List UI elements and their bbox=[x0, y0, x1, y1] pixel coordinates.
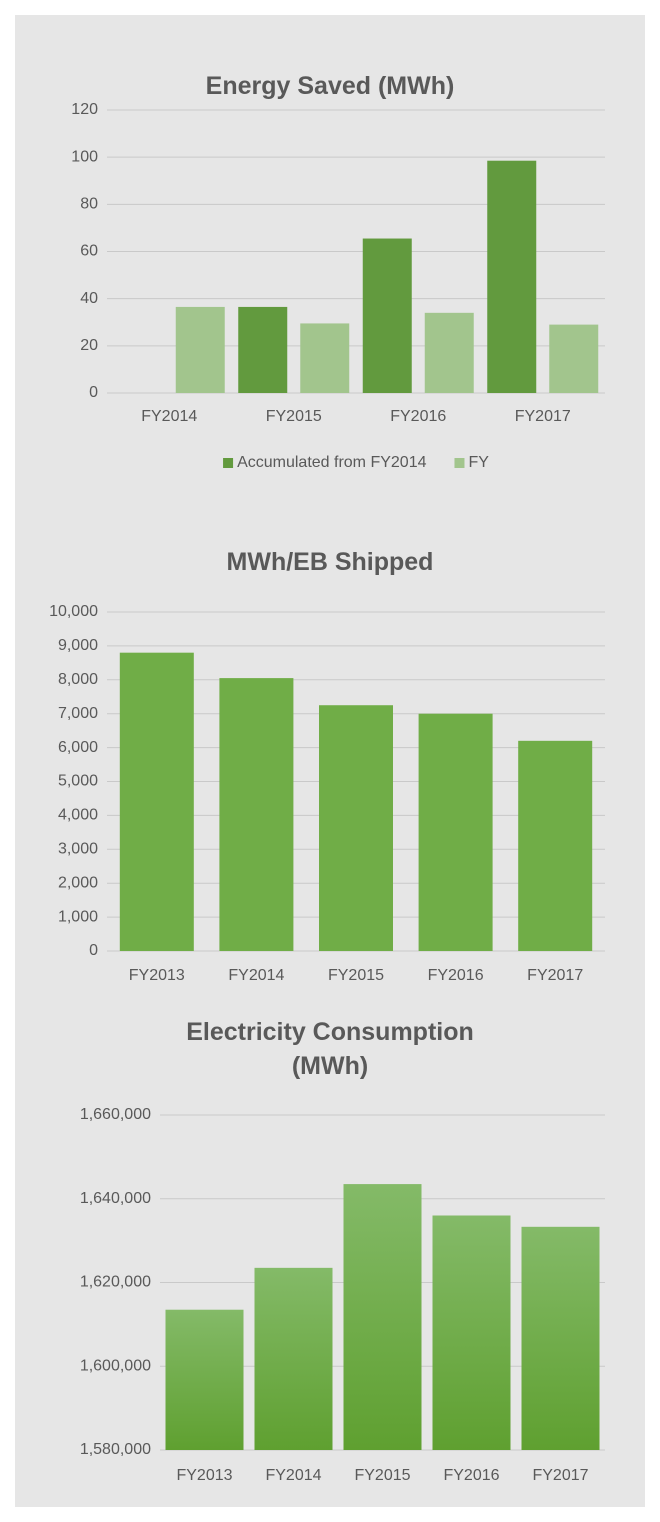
bar bbox=[424, 312, 474, 393]
y-tick-label: 1,660,000 bbox=[80, 1106, 151, 1123]
y-tick-label: 60 bbox=[80, 243, 98, 260]
panel: 0 20 40 60 80 100 120 FY2014 FY2015 FY2016 FY2017 A… bbox=[15, 15, 645, 1507]
y-tick-label: 100 bbox=[71, 148, 98, 165]
bar bbox=[343, 1184, 422, 1450]
bar bbox=[119, 652, 194, 951]
bar bbox=[362, 238, 412, 393]
y-tick-label: 1,620,000 bbox=[80, 1274, 151, 1291]
legend: Accumulated from FY2014 FY bbox=[223, 454, 489, 471]
y-tick-label: 8,000 bbox=[58, 671, 98, 688]
bar bbox=[175, 306, 225, 393]
x-tick-label: FY2017 bbox=[532, 1467, 588, 1484]
y-tick-label: 2,000 bbox=[58, 874, 98, 891]
bar bbox=[165, 1309, 244, 1450]
legend-swatch bbox=[454, 458, 465, 468]
x-tick-label: FY2014 bbox=[265, 1467, 321, 1484]
y-tick-label: 3,000 bbox=[58, 841, 98, 858]
y-tick-label: 9,000 bbox=[58, 637, 98, 654]
y-tick-label: 0 bbox=[89, 942, 98, 959]
y-tick-label: 80 bbox=[80, 196, 98, 213]
chart-title: Energy Saved (MWh) bbox=[205, 72, 455, 100]
y-tick-label: 5,000 bbox=[58, 773, 98, 790]
bar bbox=[238, 306, 288, 393]
legend-label: Accumulated from FY2014 bbox=[237, 454, 427, 471]
x-tick-label: FY2015 bbox=[328, 967, 384, 984]
legend-swatch bbox=[223, 458, 234, 468]
y-tick-label: 10,000 bbox=[49, 603, 98, 620]
legend-label: FY bbox=[468, 454, 489, 471]
x-tick-label: FY2017 bbox=[515, 408, 571, 425]
bar bbox=[219, 678, 294, 951]
chart-title: MWh/EB Shipped bbox=[226, 548, 434, 576]
bar bbox=[521, 1226, 600, 1450]
bar bbox=[300, 323, 350, 393]
x-tick-label: FY2013 bbox=[129, 967, 185, 984]
y-tick-label: 1,580,000 bbox=[80, 1441, 151, 1458]
y-tick-label: 1,640,000 bbox=[80, 1190, 151, 1207]
charts: 0 20 40 60 80 100 120 FY2014 FY2015 FY2016 FY2017 A… bbox=[49, 101, 605, 1484]
bar bbox=[319, 705, 393, 951]
bar bbox=[254, 1267, 333, 1450]
y-tick-label: 7,000 bbox=[58, 705, 98, 722]
bar bbox=[432, 1215, 511, 1450]
y-tick-label: 1,000 bbox=[58, 908, 98, 925]
x-tick-label: FY2015 bbox=[266, 408, 322, 425]
x-tick-label: FY2016 bbox=[428, 967, 484, 984]
bar bbox=[549, 324, 599, 393]
bar bbox=[418, 713, 493, 951]
y-tick-label: 20 bbox=[80, 337, 98, 354]
x-tick-label: FY2016 bbox=[390, 408, 446, 425]
y-tick-label: 4,000 bbox=[58, 807, 98, 824]
x-tick-label: FY2014 bbox=[228, 967, 284, 984]
x-tick-label: FY2013 bbox=[176, 1467, 232, 1484]
bar bbox=[487, 160, 537, 393]
y-tick-label: 0 bbox=[89, 384, 98, 401]
y-tick-label: 6,000 bbox=[58, 739, 98, 756]
x-tick-label: FY2014 bbox=[141, 408, 197, 425]
y-tick-label: 120 bbox=[71, 101, 98, 118]
x-tick-label: FY2016 bbox=[443, 1467, 499, 1484]
chart-title: Electricity Consumption (MWh) bbox=[186, 1018, 474, 1080]
y-tick-label: 40 bbox=[80, 290, 98, 307]
x-tick-label: FY2015 bbox=[354, 1467, 410, 1484]
y-tick-label: 1,600,000 bbox=[80, 1357, 151, 1374]
x-tick-label: FY2017 bbox=[527, 967, 583, 984]
bar bbox=[518, 740, 593, 951]
